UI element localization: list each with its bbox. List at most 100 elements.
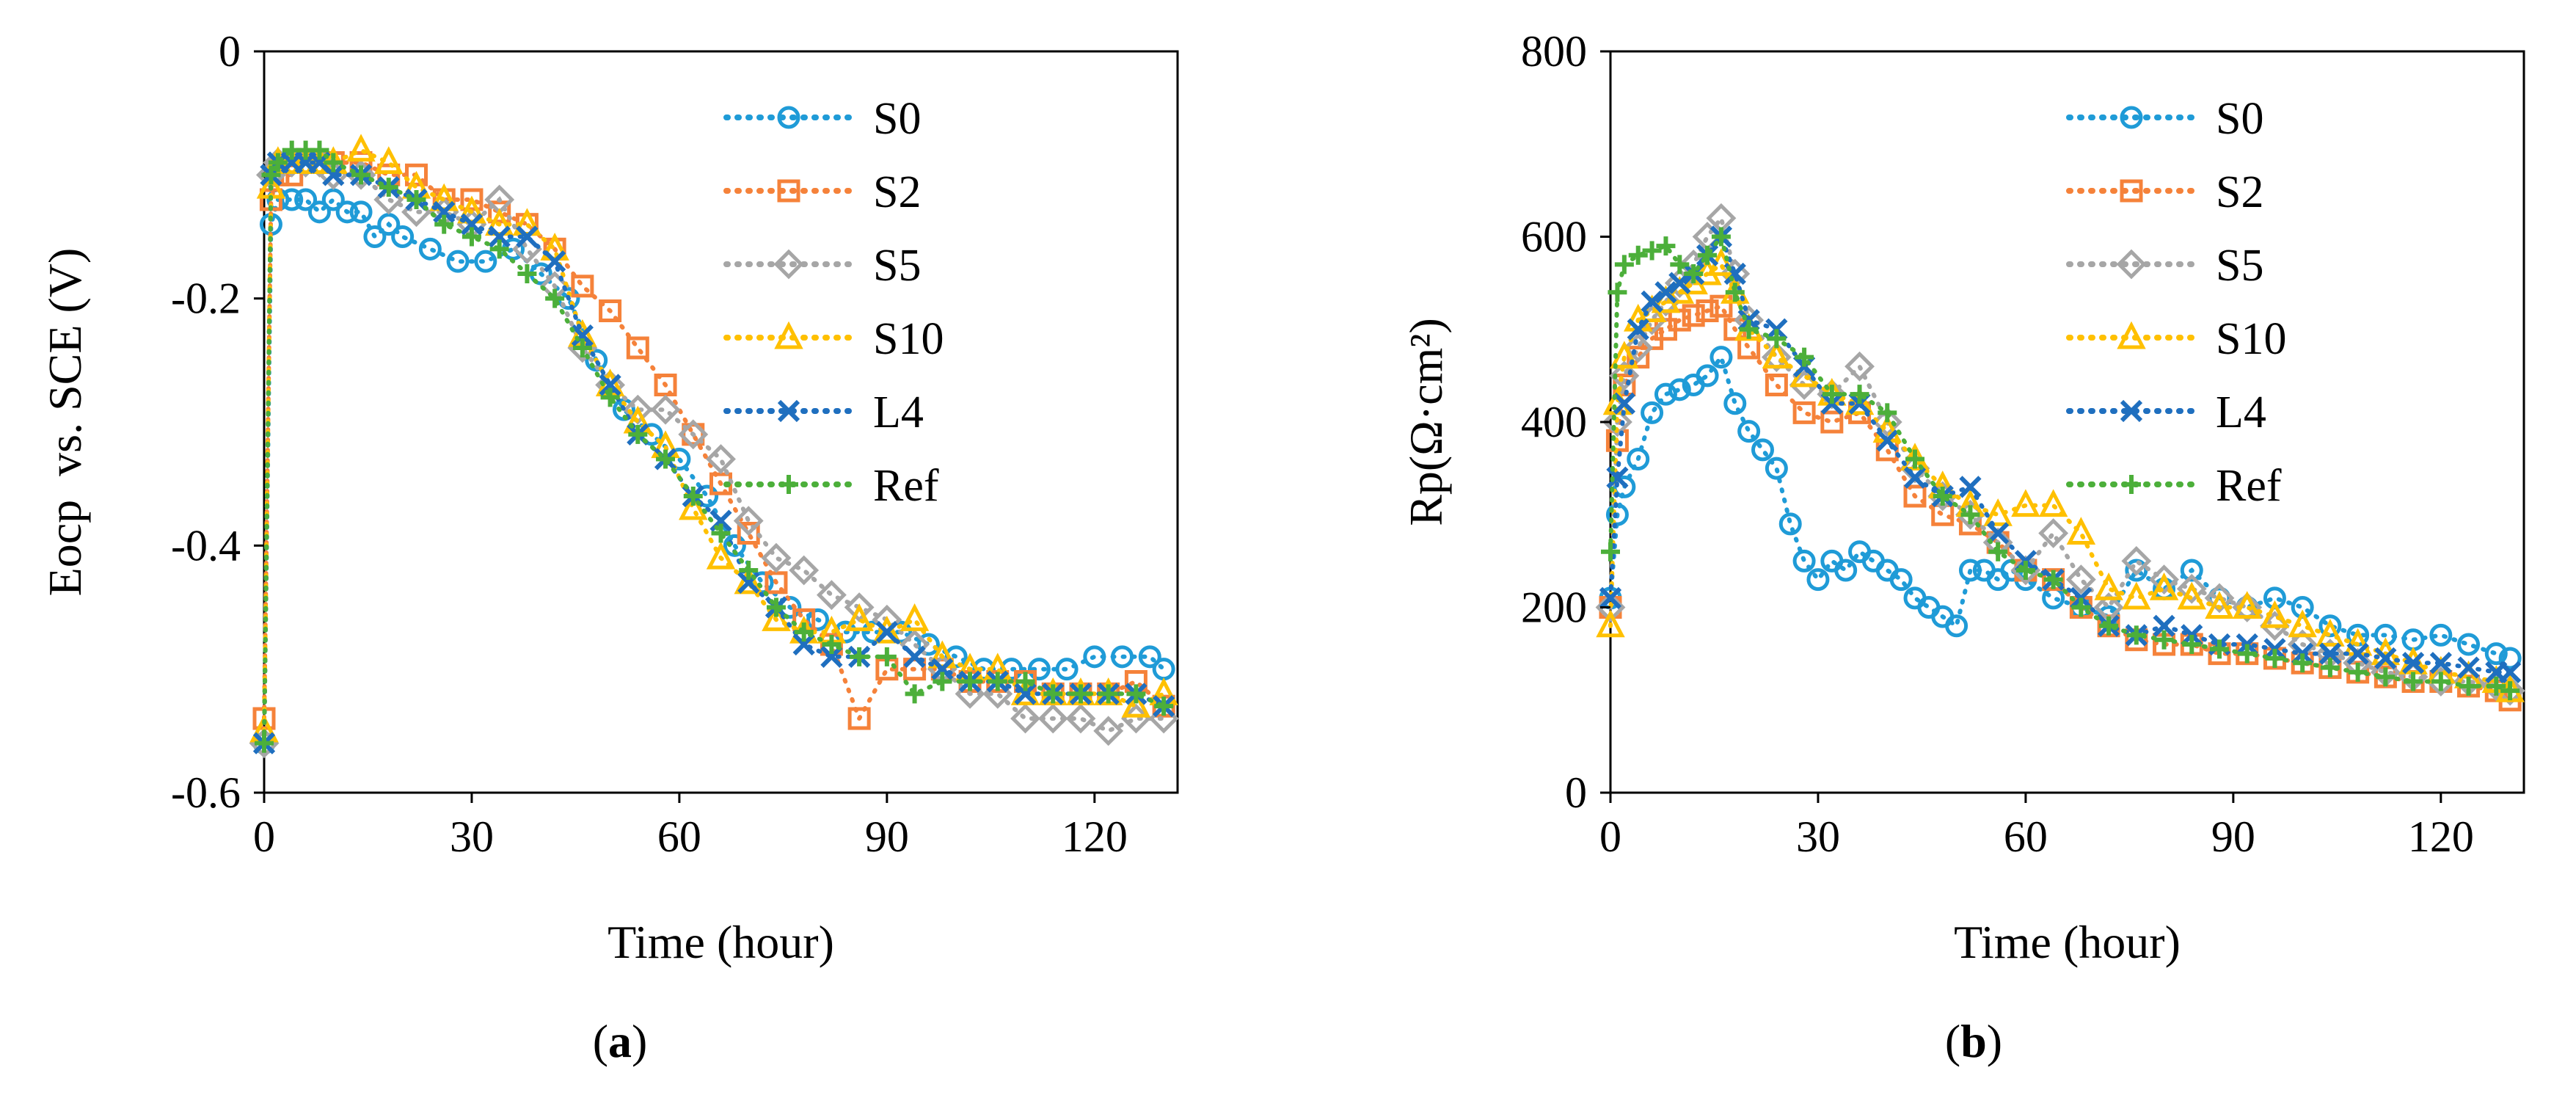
data-point <box>1792 401 1816 424</box>
data-point <box>1682 304 1705 327</box>
legend-label: S10 <box>2216 314 2286 364</box>
data-point <box>460 188 484 211</box>
panel-b-caption: (b) <box>1945 1015 2002 1067</box>
data-point <box>1152 658 1175 681</box>
data-point <box>1043 684 1063 704</box>
data-point <box>972 658 996 681</box>
data-point <box>2182 635 2202 654</box>
data-point <box>1834 559 1858 582</box>
data-point <box>789 555 820 586</box>
data-point <box>2071 597 2091 617</box>
data-point <box>571 274 594 298</box>
data-point <box>1668 378 1691 401</box>
data-point <box>1905 449 1924 469</box>
data-point <box>850 647 869 666</box>
data-point <box>2498 647 2522 670</box>
panel-a-x-axis-label: Time (hour) <box>607 916 834 968</box>
data-point <box>1015 672 1035 691</box>
data-point <box>461 227 481 247</box>
panel-a-marks <box>249 134 1179 759</box>
data-point <box>1601 542 1620 561</box>
data-point <box>294 188 318 211</box>
x-tick-label: 90 <box>2211 812 2255 861</box>
data-point <box>261 165 281 185</box>
data-point <box>1737 420 1761 443</box>
data-point <box>1668 272 1691 294</box>
data-point <box>761 542 792 573</box>
data-point <box>2099 616 2119 636</box>
data-point <box>650 394 681 425</box>
data-point <box>1606 466 1629 489</box>
data-point <box>1126 684 1146 704</box>
data-point <box>310 140 329 160</box>
data-point <box>1889 568 1913 592</box>
series-line-s10 <box>1608 261 2513 694</box>
legend-item-s10: S10 <box>723 314 944 364</box>
data-point <box>1055 658 1079 681</box>
data-point <box>1778 512 1802 536</box>
data-point <box>2316 619 2345 647</box>
data-point <box>572 338 592 357</box>
data-point <box>322 164 345 186</box>
data-point <box>1654 382 1677 406</box>
data-point <box>2204 583 2235 614</box>
data-point <box>434 214 454 234</box>
x-tick-label: 30 <box>450 812 494 861</box>
data-point <box>379 178 398 197</box>
data-point <box>1696 364 1719 388</box>
data-point <box>706 541 736 570</box>
panel-b-y-axis-label: Rp(Ω·cm²) <box>1400 318 1452 526</box>
data-point <box>766 597 786 617</box>
data-point <box>903 645 926 668</box>
data-point <box>351 165 371 185</box>
data-point <box>2011 489 2040 517</box>
data-point <box>1917 596 1941 619</box>
data-point <box>516 225 539 248</box>
data-point <box>1903 586 1927 610</box>
data-point <box>1608 283 1627 302</box>
data-point <box>944 645 968 669</box>
data-point <box>2459 676 2478 696</box>
data-point <box>2153 614 2175 637</box>
data-point <box>1848 540 1872 564</box>
legend-marker <box>2116 249 2147 280</box>
data-point <box>1610 341 1639 369</box>
data-point <box>654 374 677 396</box>
legend-item-s10: S10 <box>2066 314 2286 364</box>
data-point <box>806 608 830 631</box>
series-line-s5 <box>1608 213 2513 694</box>
x-tick-label: 60 <box>657 812 701 861</box>
panel-a-plot-frame <box>263 50 1179 794</box>
data-point <box>1820 410 1844 434</box>
data-point <box>656 449 676 469</box>
data-point <box>2149 564 2179 595</box>
data-point <box>1614 255 1634 274</box>
data-point <box>711 523 731 543</box>
data-point <box>765 571 788 595</box>
data-point <box>844 592 875 622</box>
data-point <box>2431 672 2451 691</box>
data-point <box>916 633 940 656</box>
x-tick-label: 90 <box>865 812 909 861</box>
data-point <box>1903 466 1927 489</box>
data-point <box>900 603 930 631</box>
data-point <box>1822 385 1842 404</box>
data-point <box>2210 639 2229 659</box>
data-point <box>1739 319 1759 339</box>
data-point <box>1111 645 1134 669</box>
data-point <box>1138 645 1161 669</box>
data-point <box>1623 332 1654 363</box>
data-point <box>599 374 621 396</box>
data-point <box>2233 591 2262 619</box>
data-point <box>1121 689 1151 718</box>
data-point <box>544 250 566 273</box>
data-point <box>1641 401 1664 424</box>
data-point <box>1959 476 1982 498</box>
y-tick-label: 800 <box>1521 27 1587 76</box>
data-point <box>2176 573 2207 604</box>
panel-a-caption: (a) <box>593 1015 648 1067</box>
data-point <box>2265 648 2285 668</box>
panel-b-legend: S0 S2 S5 S10 L4 Ref <box>2066 94 2286 511</box>
data-point <box>1696 299 1719 322</box>
panel-b-x-axis-label: Time (hour) <box>1954 916 2181 968</box>
